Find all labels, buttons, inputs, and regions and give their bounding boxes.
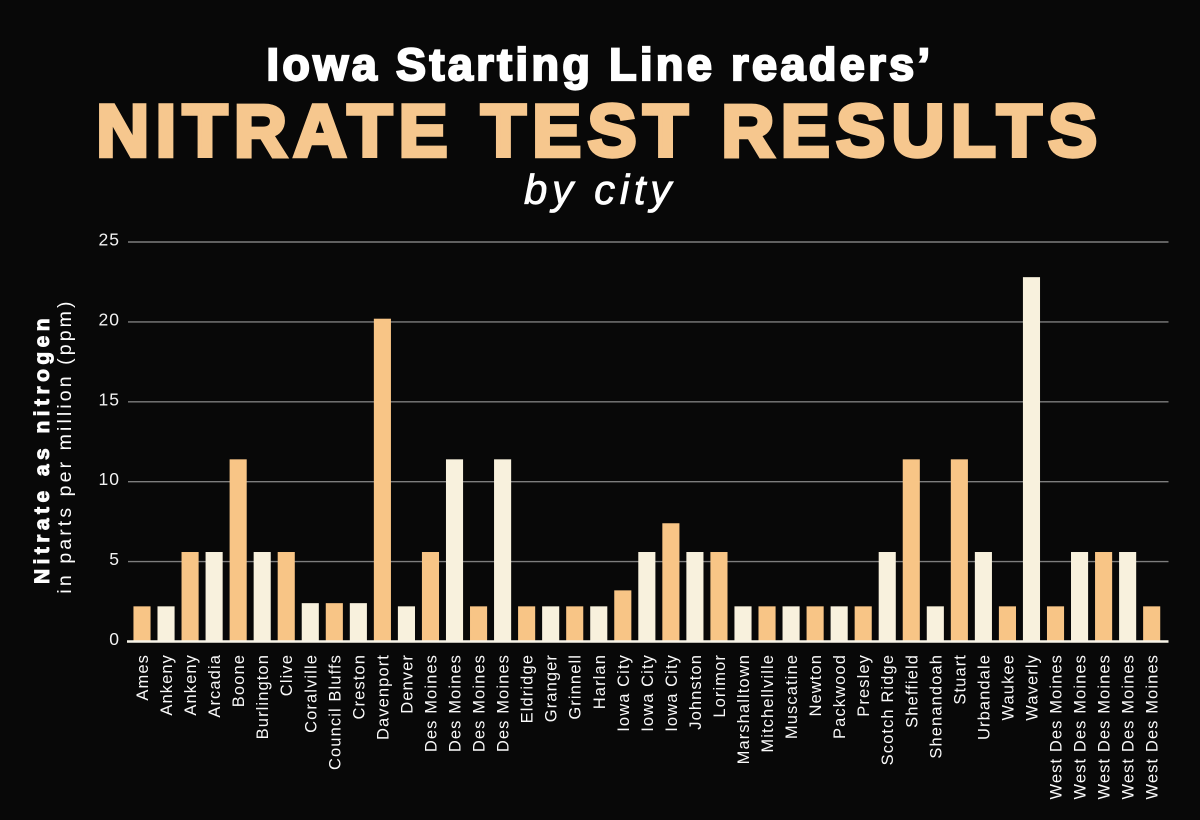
svg-text:West Des Moines: West Des Moines xyxy=(1072,654,1090,800)
svg-text:15: 15 xyxy=(99,389,120,409)
svg-text:Nitrate as nitrogen: Nitrate as nitrogen xyxy=(31,314,54,584)
svg-text:Coralville: Coralville xyxy=(302,654,320,733)
svg-text:in parts per million (ppm): in parts per million (ppm) xyxy=(54,298,76,593)
svg-text:Sheffield: Sheffield xyxy=(903,654,921,728)
svg-text:25: 25 xyxy=(99,230,120,250)
svg-text:West Des Moines: West Des Moines xyxy=(1048,654,1066,800)
svg-text:Ankeny: Ankeny xyxy=(182,654,200,716)
svg-text:Grinnell: Grinnell xyxy=(567,654,585,720)
svg-text:Clive: Clive xyxy=(278,654,296,696)
svg-text:Ankeny: Ankeny xyxy=(158,654,176,716)
svg-text:5: 5 xyxy=(109,549,120,569)
svg-text:Boone: Boone xyxy=(230,654,248,707)
svg-text:Urbandale: Urbandale xyxy=(975,654,993,740)
svg-text:Shenandoah: Shenandoah xyxy=(927,654,945,759)
svg-text:West Des Moines: West Des Moines xyxy=(1144,654,1162,800)
svg-text:Granger: Granger xyxy=(543,654,561,722)
svg-text:Denver: Denver xyxy=(398,654,416,714)
svg-text:Des Moines: Des Moines xyxy=(471,654,489,752)
svg-text:Creston: Creston xyxy=(350,654,368,719)
svg-text:20: 20 xyxy=(99,309,120,329)
svg-text:Eldridge: Eldridge xyxy=(519,654,537,723)
svg-text:Arcadia: Arcadia xyxy=(206,654,224,718)
svg-text:Waukee: Waukee xyxy=(999,654,1017,721)
svg-text:Burlington: Burlington xyxy=(254,654,272,739)
svg-text:Ames: Ames xyxy=(134,654,152,701)
svg-text:Johnston: Johnston xyxy=(687,654,705,730)
svg-text:Des Moines: Des Moines xyxy=(495,654,513,752)
svg-text:Davenport: Davenport xyxy=(374,654,392,740)
svg-text:Mitchellville: Mitchellville xyxy=(759,654,777,753)
svg-text:West Des Moines: West Des Moines xyxy=(1120,654,1138,800)
svg-text:Iowa City: Iowa City xyxy=(615,654,633,732)
svg-text:Des Moines: Des Moines xyxy=(422,654,440,752)
svg-text:Iowa City: Iowa City xyxy=(639,654,657,732)
svg-text:0: 0 xyxy=(109,629,120,649)
svg-text:Lorimor: Lorimor xyxy=(711,654,729,718)
svg-text:10: 10 xyxy=(99,469,120,489)
svg-text:Packwood: Packwood xyxy=(831,654,849,739)
svg-text:Des Moines: Des Moines xyxy=(447,654,465,752)
svg-text:Iowa City: Iowa City xyxy=(663,654,681,732)
svg-text:Scotch Ridge: Scotch Ridge xyxy=(879,654,897,765)
svg-text:Harlan: Harlan xyxy=(591,654,609,709)
svg-text:Newton: Newton xyxy=(807,654,825,717)
svg-text:Stuart: Stuart xyxy=(951,654,969,705)
svg-text:Waverly: Waverly xyxy=(1023,654,1041,721)
svg-text:Marshalltown: Marshalltown xyxy=(735,654,753,764)
svg-text:Presley: Presley xyxy=(855,654,873,717)
svg-text:Muscatine: Muscatine xyxy=(783,654,801,739)
svg-text:Council Bluffs: Council Bluffs xyxy=(326,654,344,770)
svg-text:West Des Moines: West Des Moines xyxy=(1096,654,1114,800)
